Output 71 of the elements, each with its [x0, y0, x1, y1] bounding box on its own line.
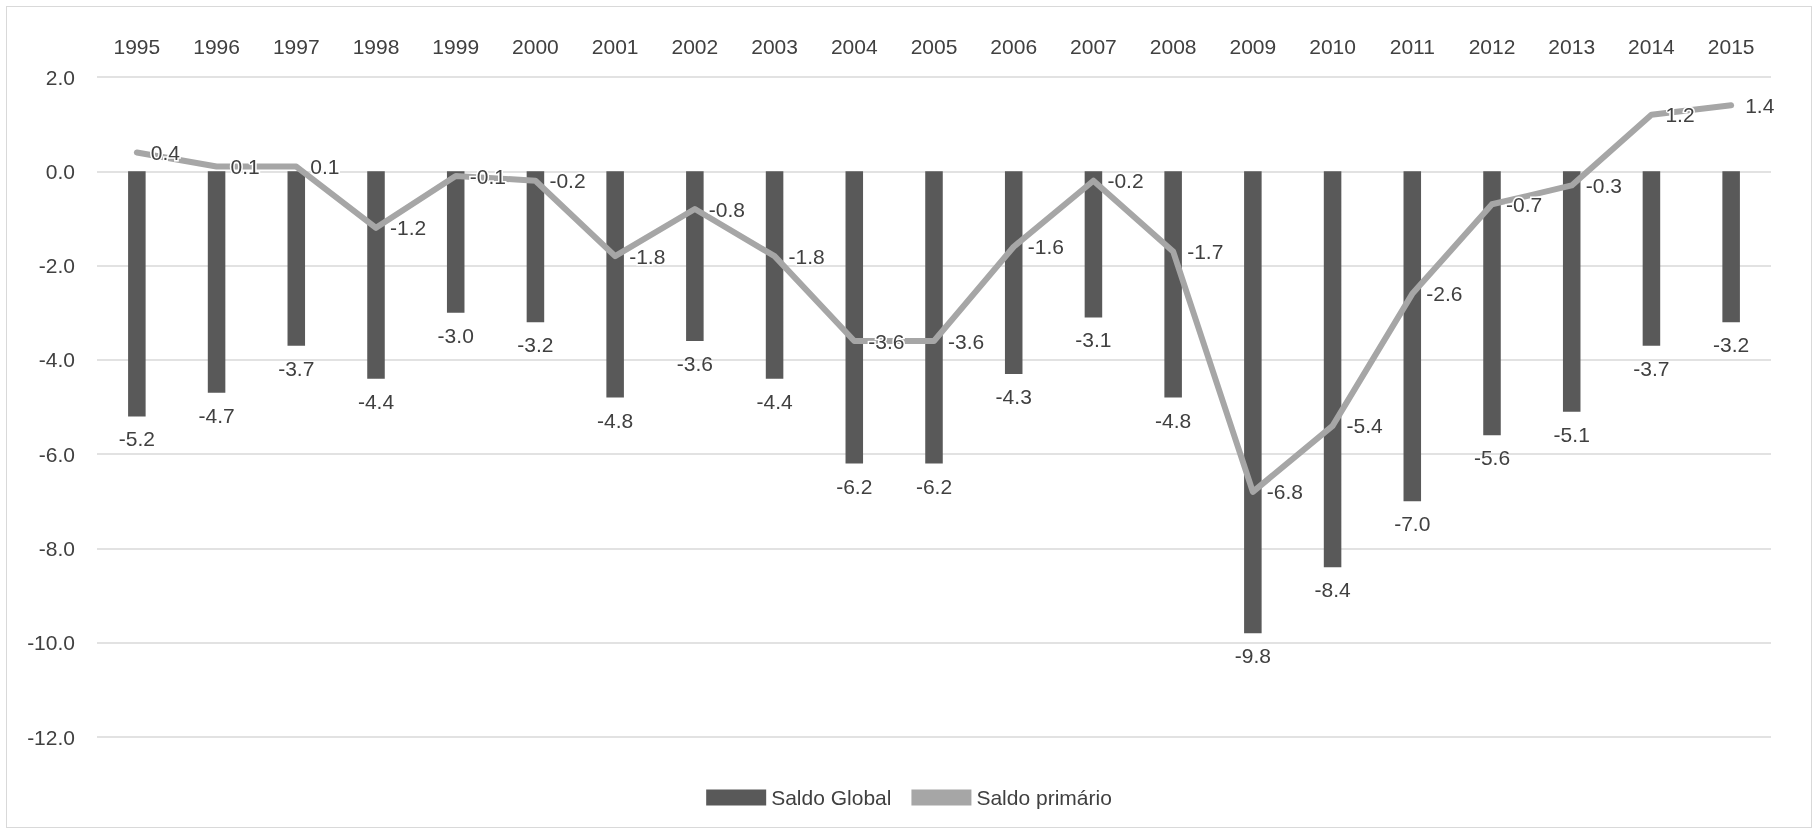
x-tick-label: 2000: [512, 35, 559, 58]
data-label: -0.7: [1506, 192, 1543, 216]
y-tick-label: 2.0: [45, 65, 75, 89]
data-label: 0.1: [230, 155, 260, 179]
data-label: 0.1: [310, 155, 340, 179]
data-label: -1.7: [1187, 239, 1224, 263]
data-label: -1.8: [788, 244, 825, 268]
x-tick-label: 2005: [910, 35, 958, 58]
data-label: 1.4: [1745, 93, 1775, 117]
data-label: -3.1: [1075, 328, 1112, 352]
x-tick-label: 2004: [830, 35, 878, 58]
y-tick-label: -4.0: [38, 348, 75, 372]
data-label: -3.0: [437, 323, 474, 347]
data-label: -4.8: [1155, 408, 1192, 432]
data-label: -6.2: [915, 474, 953, 498]
x-tick-label: 1999: [432, 35, 480, 58]
data-label: -1.6: [1027, 235, 1064, 259]
data-label: -4.8: [597, 408, 634, 432]
data-label: -5.6: [1473, 446, 1511, 470]
data-label: -6.2: [836, 474, 873, 498]
y-tick-label: -10.0: [27, 631, 75, 655]
x-tick-label: 2011: [1389, 35, 1435, 58]
y-tick-label: -12.0: [27, 725, 75, 749]
data-label: -6.8: [1266, 480, 1304, 504]
data-label: -3.6: [676, 352, 713, 375]
data-label: -0.3: [1585, 173, 1622, 197]
data-label: -3.7: [278, 356, 315, 380]
x-tick-label: 2008: [1149, 35, 1197, 58]
data-label: -3.2: [1713, 333, 1750, 357]
data-label: -0.2: [1107, 169, 1144, 193]
y-tick-label: -2.0: [38, 254, 75, 278]
x-tick-label: 1995: [113, 35, 161, 58]
x-tick-label: 2012: [1468, 35, 1516, 58]
x-tick-label: 2003: [751, 35, 798, 58]
data-label: -1.2: [390, 216, 427, 240]
data-label: -4.3: [995, 385, 1032, 408]
x-tick-label: 2013: [1548, 35, 1596, 58]
data-label: -8.4: [1314, 578, 1351, 602]
x-tick-label: 2010: [1309, 35, 1356, 58]
data-label: -3.6: [948, 329, 985, 353]
data-label: -4.4: [357, 389, 395, 413]
x-tick-label: 2001: [591, 35, 639, 58]
y-tick-label: 0.0: [45, 159, 75, 183]
x-tick-label: 2002: [671, 35, 719, 58]
data-label: 0.4: [150, 140, 181, 164]
x-tick-label: 2009: [1229, 35, 1277, 58]
legend-label: Saldo primário: [976, 786, 1112, 809]
data-label: -0.8: [708, 197, 746, 221]
x-tick-label: 2015: [1707, 35, 1755, 58]
data-label: -7.0: [1394, 512, 1431, 536]
data-label: -9.8: [1234, 644, 1271, 668]
data-label: -3.2: [517, 333, 554, 357]
data-label: 1.2: [1665, 103, 1695, 127]
data-label: -0.2: [549, 169, 586, 193]
x-tick-label: 1996: [193, 35, 240, 58]
y-tick-label: -6.0: [38, 442, 75, 466]
data-label: -1.8: [629, 244, 666, 268]
x-tick-label: 1998: [352, 35, 400, 58]
x-tick-label: 2014: [1628, 35, 1676, 58]
data-label: -4.7: [198, 403, 235, 427]
x-tick-label: 2006: [990, 35, 1038, 58]
data-label: -5.2: [118, 427, 155, 451]
x-tick-label: 1997: [272, 35, 320, 58]
data-label: -5.1: [1553, 422, 1590, 446]
legend-label: Saldo Global: [771, 786, 892, 809]
data-label: -3.7: [1633, 356, 1670, 380]
data-label: -4.4: [756, 389, 793, 413]
x-tick-label: 2007: [1070, 35, 1117, 58]
data-label: -5.4: [1346, 414, 1384, 438]
data-label: -2.6: [1426, 282, 1463, 306]
y-tick-label: -8.0: [38, 536, 75, 560]
